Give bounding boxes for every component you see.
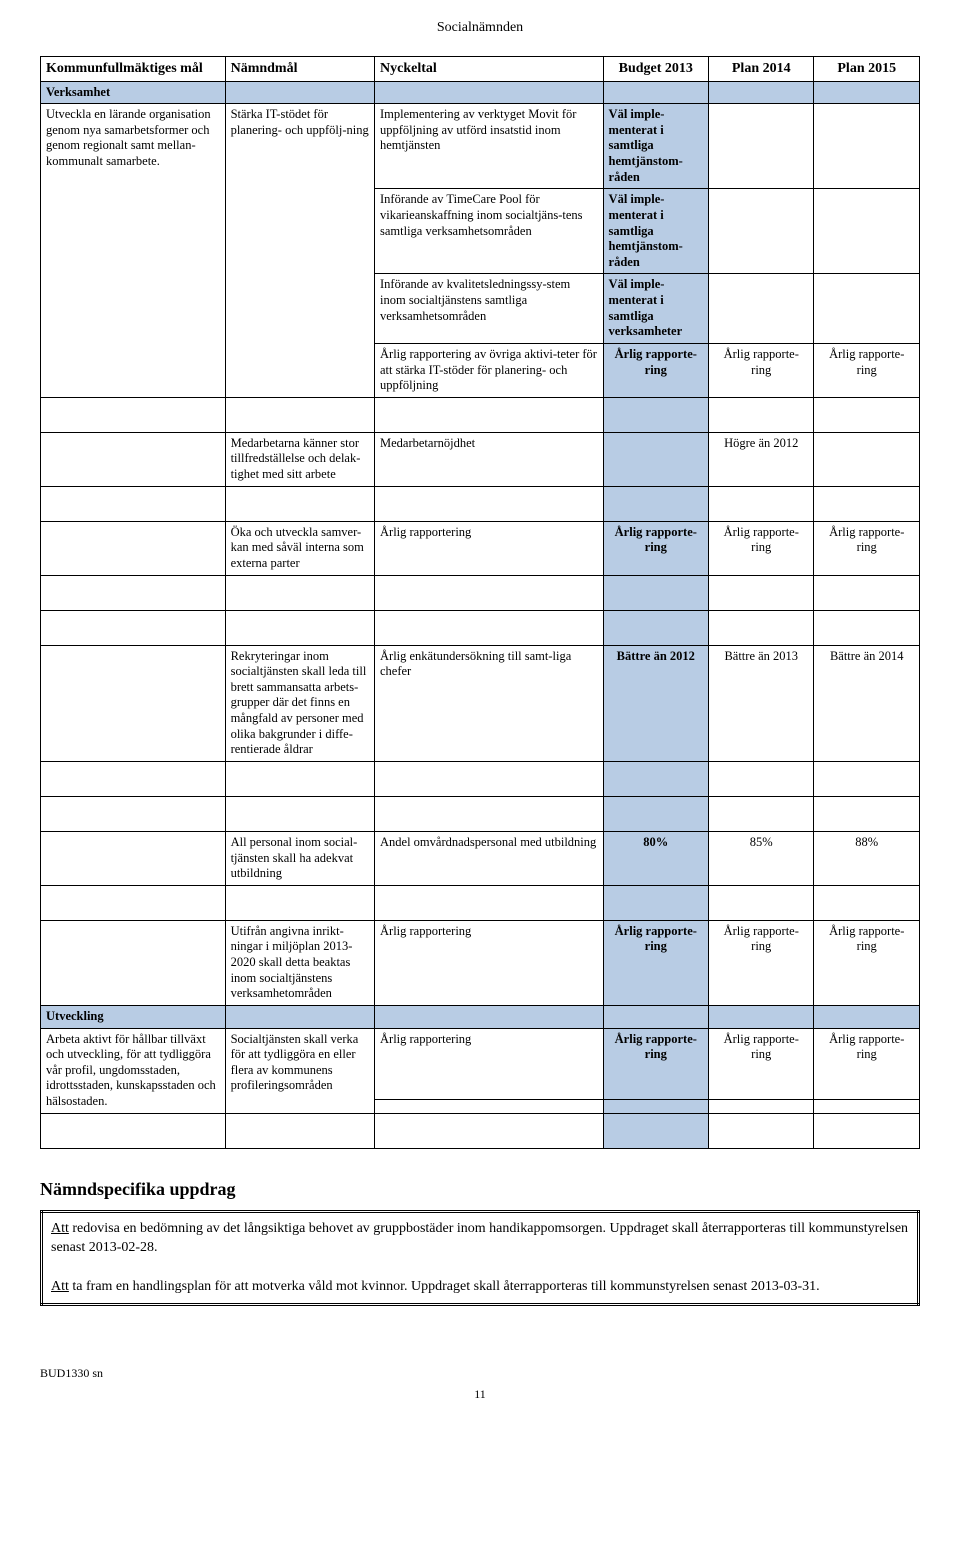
spacer-row xyxy=(41,610,920,645)
cell-namndmal: Utifrån angivna inrikt-ningar i miljöpla… xyxy=(225,920,374,1005)
uppdrag-text: redovisa en bedömning av det långsiktiga… xyxy=(51,1221,908,1256)
cell-namndmal: Medarbetarna känner stor tillfredställel… xyxy=(225,432,374,486)
cell-namndmal: Stärka IT-stödet för planering- och uppf… xyxy=(225,104,374,398)
cell-namndmal: Socialtjänsten skall verka för att tydli… xyxy=(225,1028,374,1113)
uppdrag-item: Att redovisa en bedömning av det långsik… xyxy=(42,1211,919,1304)
page-header: Socialnämnden xyxy=(40,20,920,36)
section-utveckling: Utveckling xyxy=(41,1005,920,1028)
cell-plan2015: Bättre än 2014 xyxy=(814,645,920,761)
uppdrag-text: ta fram en handlingsplan för att motverk… xyxy=(69,1279,820,1294)
cell-budget: Årlig rapporte-ring xyxy=(603,920,708,1005)
cell-namndmal: Rekryteringar inom socialtjänsten skall … xyxy=(225,645,374,761)
th-plan-2015: Plan 2015 xyxy=(814,57,920,82)
cell-namndmal: Öka och utveckla samver-kan med såväl in… xyxy=(225,521,374,575)
cell-budget: Bättre än 2012 xyxy=(603,645,708,761)
cell-plan2014: Bättre än 2013 xyxy=(709,645,814,761)
cell-plan2014: Årlig rapporte-ring xyxy=(709,521,814,575)
spacer-row xyxy=(41,486,920,521)
section-verksamhet: Verksamhet xyxy=(41,81,920,104)
uppdrag-att: Att xyxy=(51,1221,69,1236)
goals-table: Kommunfullmäktiges mål Nämndmål Nyckelta… xyxy=(40,56,920,1149)
th-kommunfullmaktiges-mal: Kommunfullmäktiges mål xyxy=(41,57,226,82)
cell-nyckeltal: Årlig rapportering xyxy=(375,920,604,1005)
cell-plan2014: Årlig rapporte-ring xyxy=(709,920,814,1005)
section-label: Utveckling xyxy=(41,1005,226,1028)
spacer-row xyxy=(41,575,920,610)
table-header-row: Kommunfullmäktiges mål Nämndmål Nyckelta… xyxy=(41,57,920,82)
cell-namndmal: All personal inom social-tjänsten skall … xyxy=(225,831,374,885)
spacer-row xyxy=(41,761,920,796)
cell-nyckeltal: Årlig rapportering xyxy=(375,521,604,575)
cell-goal: Arbeta aktivt för hållbar tillväxt och u… xyxy=(41,1028,226,1113)
cell-plan2014: 85% xyxy=(709,831,814,885)
cell-plan2015: Årlig rapporte-ring xyxy=(814,920,920,1005)
cell-plan2014: Högre än 2012 xyxy=(709,432,814,486)
table-row: Arbeta aktivt för hållbar tillväxt och u… xyxy=(41,1028,920,1100)
table-row: Utveckla en lärande organisation genom n… xyxy=(41,104,920,189)
cell-budget: Väl imple-menterat i samtliga verksamhet… xyxy=(603,274,708,344)
th-namndmal: Nämndmål xyxy=(225,57,374,82)
th-nyckeltal: Nyckeltal xyxy=(375,57,604,82)
cell-budget: Väl imple-menterat i samtliga hemtjänsto… xyxy=(603,104,708,189)
uppdrag-table: Att redovisa en bedömning av det långsik… xyxy=(40,1210,920,1306)
cell-budget: Väl imple-menterat i samtliga hemtjänsto… xyxy=(603,189,708,274)
uppdrag-heading: Nämndspecifika uppdrag xyxy=(40,1179,920,1200)
spacer-row xyxy=(41,885,920,920)
cell-nyckeltal: Införande av TimeCare Pool för vikariean… xyxy=(375,189,604,274)
cell-goal: Utveckla en lärande organisation genom n… xyxy=(41,104,226,398)
table-row: All personal inom social-tjänsten skall … xyxy=(41,831,920,885)
spacer-row xyxy=(41,397,920,432)
page-number: 11 xyxy=(40,1387,920,1402)
th-budget-2013: Budget 2013 xyxy=(603,57,708,82)
table-row: Utifrån angivna inrikt-ningar i miljöpla… xyxy=(41,920,920,1005)
cell-plan2014: Årlig rapporte-ring xyxy=(709,343,814,397)
cell-budget: Årlig rapporte-ring xyxy=(603,1028,708,1100)
cell-budget: 80% xyxy=(603,831,708,885)
th-plan-2014: Plan 2014 xyxy=(709,57,814,82)
section-label: Verksamhet xyxy=(41,81,226,104)
cell-nyckeltal: Implementering av verktyget Movit för up… xyxy=(375,104,604,189)
cell-plan2015: 88% xyxy=(814,831,920,885)
cell-nyckeltal: Medarbetarnöjdhet xyxy=(375,432,604,486)
cell-nyckeltal: Andel omvårdnadspersonal med utbildning xyxy=(375,831,604,885)
cell-plan2015: Årlig rapporte-ring xyxy=(814,1028,920,1100)
footer-reference: BUD1330 sn xyxy=(40,1366,920,1381)
table-row: Medarbetarna känner stor tillfredställel… xyxy=(41,432,920,486)
table-row: Rekryteringar inom socialtjänsten skall … xyxy=(41,645,920,761)
cell-plan2014: Årlig rapporte-ring xyxy=(709,1028,814,1100)
spacer-row xyxy=(41,796,920,831)
cell-nyckeltal: Årlig enkätundersökning till samt-liga c… xyxy=(375,645,604,761)
cell-nyckeltal: Årlig rapportering av övriga aktivi-tete… xyxy=(375,343,604,397)
cell-nyckeltal: Årlig rapportering xyxy=(375,1028,604,1100)
table-row: Öka och utveckla samver-kan med såväl in… xyxy=(41,521,920,575)
cell-plan2015: Årlig rapporte-ring xyxy=(814,343,920,397)
uppdrag-att: Att xyxy=(51,1279,69,1294)
cell-budget: Årlig rapporte-ring xyxy=(603,521,708,575)
spacer-row xyxy=(41,1113,920,1148)
cell-budget: Årlig rapporte-ring xyxy=(603,343,708,397)
cell-plan2015: Årlig rapporte-ring xyxy=(814,521,920,575)
cell-nyckeltal: Införande av kvalitetsledningssy-stem in… xyxy=(375,274,604,344)
